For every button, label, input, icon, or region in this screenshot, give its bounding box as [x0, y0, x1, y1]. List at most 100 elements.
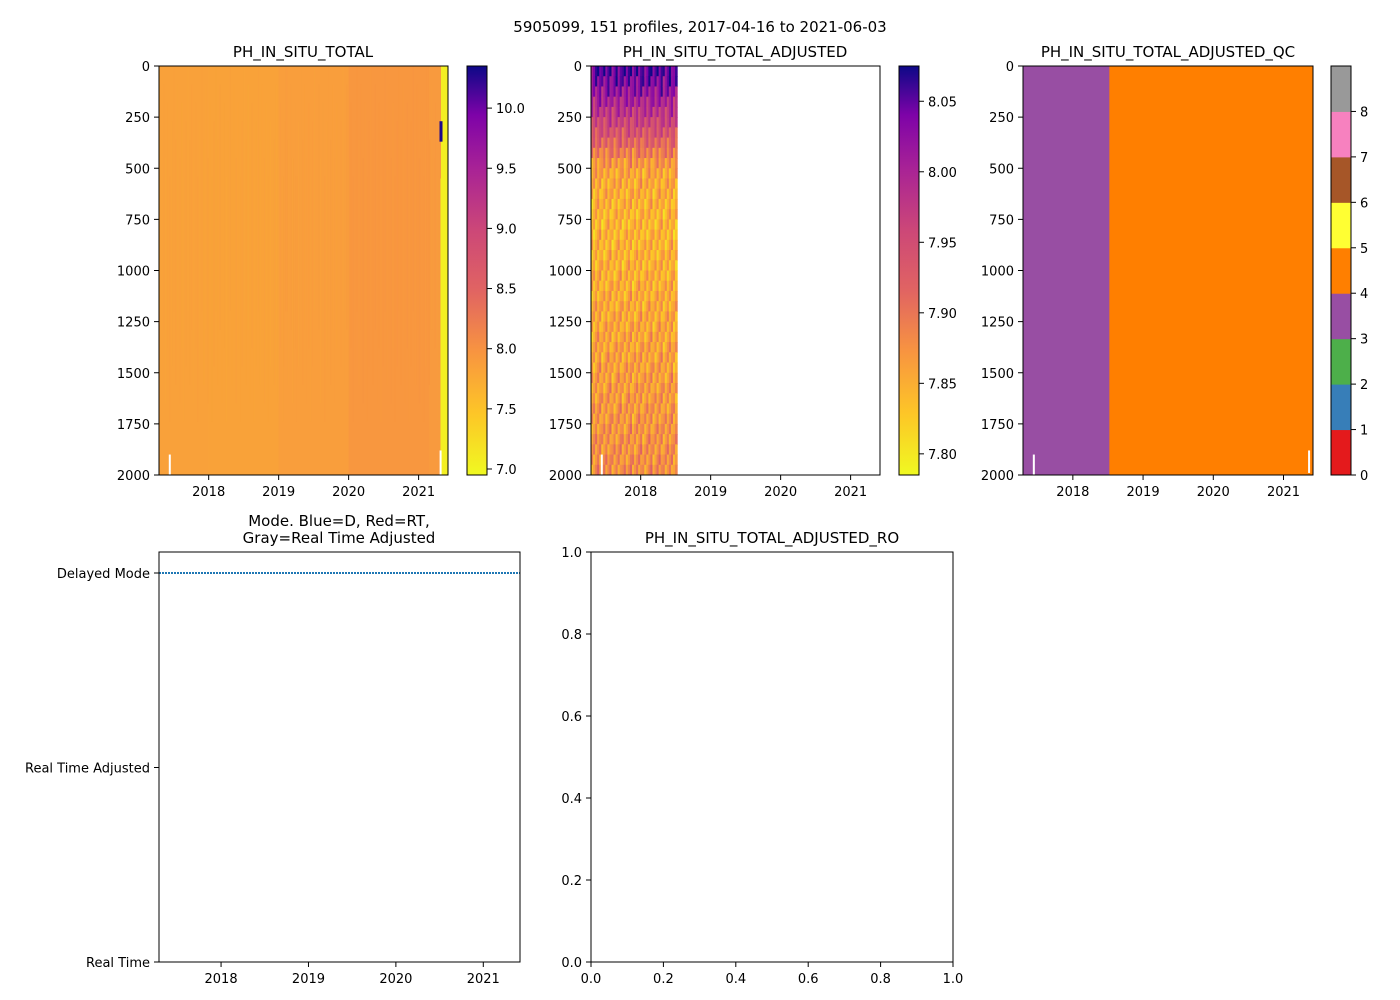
y-tick-label: 0: [142, 60, 150, 75]
heatmap-cell: [650, 413, 654, 425]
heatmap-cell: [613, 290, 617, 302]
heatmap-cell: [666, 229, 670, 241]
heatmap-cell: [611, 178, 615, 190]
heatmap-cell: [609, 178, 613, 190]
profile-column: [181, 102, 183, 349]
heatmap-cell: [605, 352, 608, 364]
heatmap-cell: [634, 66, 637, 77]
heatmap-cell: [642, 311, 645, 323]
heatmap-cell: [613, 117, 617, 128]
heatmap-cell: [642, 382, 645, 394]
heatmap-cell: [642, 372, 645, 384]
heatmap-cell: [627, 260, 631, 272]
heatmap-cell: [672, 311, 676, 323]
heatmap-cell: [623, 362, 627, 374]
heatmap-cell: [595, 464, 598, 475]
heatmap-cell: [662, 270, 666, 282]
heatmap-cell: [660, 444, 664, 456]
heatmap-cell: [652, 413, 656, 425]
heatmap-cell: [625, 352, 629, 364]
heatmap-cell: [591, 219, 594, 231]
heatmap-cell: [613, 352, 617, 364]
y-tick-label: 750: [125, 213, 150, 228]
profile-column: [261, 84, 263, 330]
heatmap-cell: [613, 127, 617, 139]
heatmap-cell: [619, 413, 623, 425]
heatmap-cell: [646, 290, 649, 302]
heatmap-cell: [603, 331, 606, 343]
heatmap-cell: [675, 229, 678, 241]
heatmap-cell: [619, 403, 623, 415]
heatmap-cell: [607, 270, 611, 282]
heatmap-cell: [675, 209, 678, 220]
heatmap-cell: [642, 178, 645, 190]
heatmap-cell: [625, 413, 629, 425]
heatmap-cell: [617, 423, 621, 435]
heatmap-cell: [629, 464, 633, 475]
heatmap-cell: [675, 270, 678, 282]
heatmap-cell: [658, 321, 662, 333]
heatmap-cell: [599, 352, 602, 364]
heatmap-cell: [591, 178, 594, 190]
heatmap-cell: [646, 423, 649, 435]
profile-column: [185, 121, 187, 367]
heatmap-cell: [607, 423, 611, 435]
heatmap-cell: [619, 331, 623, 343]
profile-column: [326, 121, 328, 367]
heatmap-cell: [666, 372, 670, 384]
sparse-cell-marks: [1032, 450, 1311, 475]
heatmap-cell: [607, 76, 611, 88]
heatmap-cell: [658, 382, 662, 394]
heatmap-cell: [605, 403, 608, 415]
heatmap-cell: [662, 434, 666, 445]
heatmap-cell: [631, 209, 635, 220]
heatmap-cell: [650, 239, 654, 251]
heatmap-cell: [640, 290, 643, 302]
profile-column: [388, 84, 390, 330]
heatmap-cell: [656, 444, 660, 456]
heatmap-cell: [597, 362, 600, 374]
heatmap-cell: [658, 423, 662, 435]
profile-column: [300, 66, 302, 312]
heatmap-cell: [638, 413, 641, 425]
heatmap-band: [278, 66, 350, 475]
heatmap-cell: [638, 270, 641, 282]
heatmap-cell: [593, 66, 596, 77]
heatmap-cell: [619, 239, 623, 251]
heatmap-cell: [644, 403, 647, 415]
profile-column: [297, 121, 300, 367]
profile-column: [384, 66, 386, 312]
heatmap-cell: [654, 219, 658, 231]
heatmap-cell: [607, 209, 611, 220]
profile-column: [404, 158, 406, 404]
heatmap-cell: [617, 270, 621, 282]
heatmap-cell: [652, 106, 656, 118]
heatmap-cell: [613, 464, 617, 475]
heatmap-cell: [611, 66, 615, 77]
heatmap-cell: [615, 413, 619, 425]
heatmap-cell: [621, 219, 625, 231]
heatmap-cell: [623, 342, 627, 353]
heatmap-cell: [629, 209, 633, 220]
heatmap-cell: [646, 239, 649, 251]
profile-column: [201, 66, 203, 312]
heatmap-cell: [617, 86, 621, 98]
profile-column: [279, 102, 282, 349]
heatmap-cell: [634, 423, 637, 435]
heatmap-cell: [668, 290, 672, 302]
profile-column: [346, 84, 348, 330]
heatmap-cell: [599, 311, 602, 323]
heatmap-cell: [636, 270, 639, 282]
heatmap-cell: [631, 362, 635, 374]
heatmap-cell: [652, 76, 656, 88]
heatmap-cell: [593, 372, 596, 384]
heatmap-cell: [601, 66, 604, 77]
heatmap-cell: [652, 229, 656, 241]
heatmap-cell: [599, 382, 602, 394]
heatmap-cell: [638, 96, 641, 108]
heatmap-cell: [642, 444, 645, 456]
heatmap-cell: [629, 250, 633, 261]
x-tick-label: 2018: [1056, 485, 1089, 500]
heatmap-cell: [609, 444, 613, 456]
